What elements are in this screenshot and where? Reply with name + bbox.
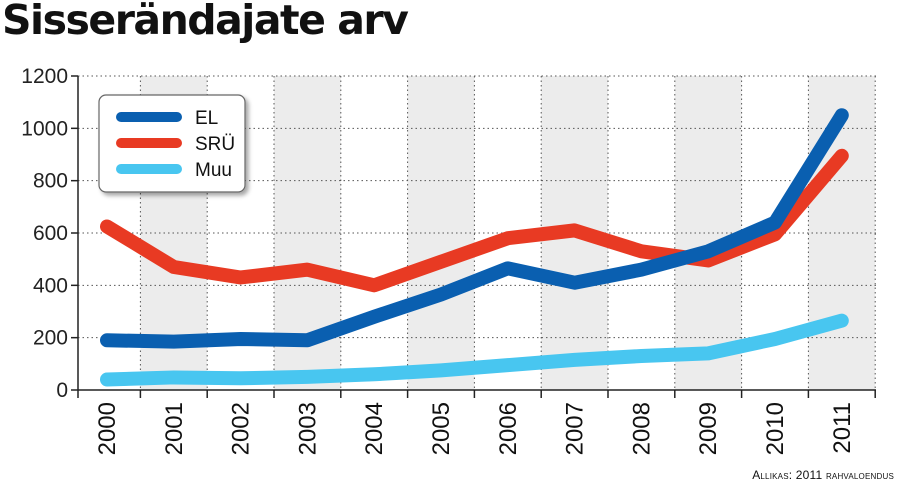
x-tick-label: 2002 — [228, 402, 255, 455]
y-tick-label: 400 — [33, 274, 68, 297]
legend: EL SRÜ Muu — [98, 94, 246, 193]
x-tick-label: 2011 — [829, 402, 856, 454]
x-tick-labels: 2000 2001 2002 2003 2004 2005 2006 2007 2008 2009… — [94, 402, 856, 455]
legend-label-el: EL — [195, 108, 218, 129]
y-tick-label: 0 — [56, 379, 68, 402]
band-2005 — [407, 76, 475, 390]
legend-label-muu: Muu — [195, 160, 232, 181]
y-tick-label: 1200 — [21, 65, 68, 88]
x-tick-label: 2003 — [294, 402, 321, 455]
series-line-muu — [100, 313, 849, 387]
x-tick-label: 2005 — [428, 402, 455, 455]
series-lines — [100, 108, 849, 387]
chart-title: Sisserändajate arv — [2, 0, 409, 44]
x-tick-label: 2000 — [94, 402, 121, 455]
legend-label-srü: SRÜ — [195, 134, 235, 155]
y-tick-label: 200 — [33, 327, 68, 350]
axes — [71, 75, 876, 398]
x-tick-label: 2009 — [695, 402, 722, 455]
y-tick-label: 800 — [33, 170, 68, 193]
x-tick-label: 2007 — [562, 402, 589, 455]
y-tick-label: 1000 — [21, 117, 68, 140]
y-tick-labels: 0 200 400 600 800 1000 1200 — [21, 65, 68, 402]
y-tick-label: 600 — [33, 222, 68, 245]
x-tick-label: 2010 — [762, 402, 789, 455]
x-tick-label: 2006 — [495, 402, 522, 455]
x-tick-label: 2004 — [361, 402, 388, 455]
series-line-srü — [100, 148, 849, 293]
x-tick-label: 2008 — [628, 402, 655, 455]
x-tick-label: 2001 — [161, 402, 188, 455]
source-note: Allikas: 2011 rahvaloendus — [752, 468, 894, 482]
series-line-el — [100, 108, 849, 349]
